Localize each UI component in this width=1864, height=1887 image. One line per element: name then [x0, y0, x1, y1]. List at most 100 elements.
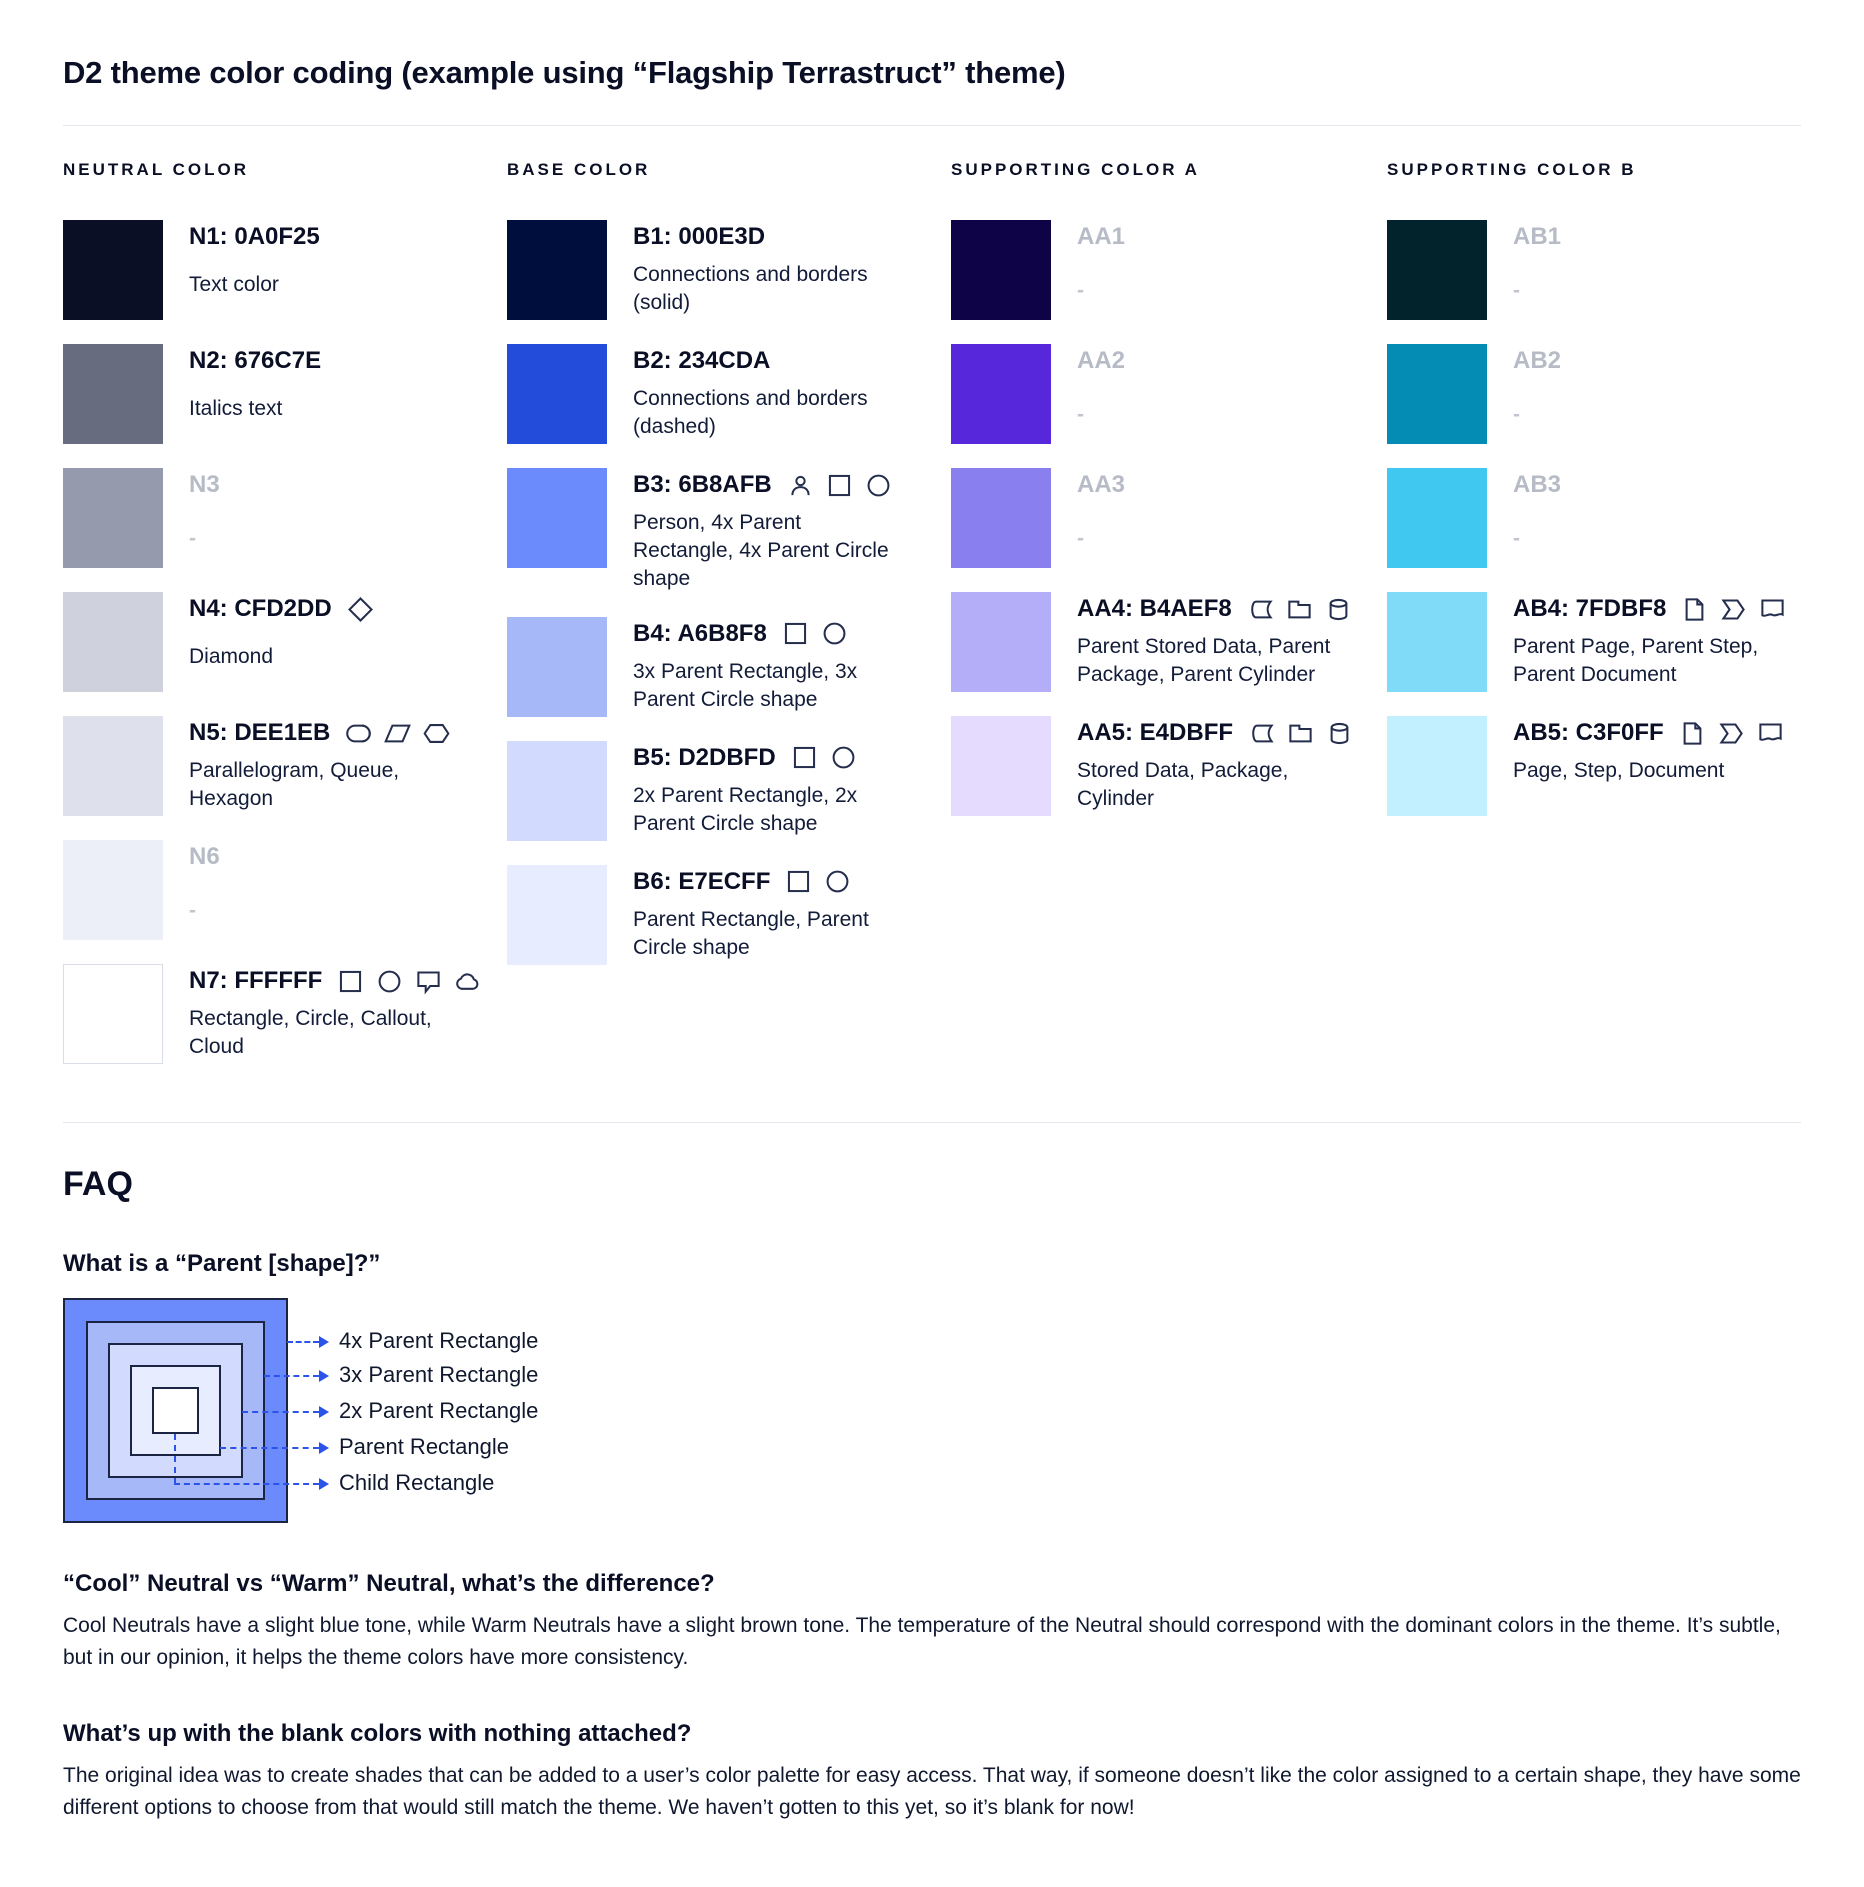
color-label: B4: A6B8F8	[633, 619, 767, 647]
color-swatch	[951, 716, 1051, 816]
stored-data-icon	[1250, 600, 1273, 618]
circle-icon	[832, 746, 855, 769]
column-header: SUPPORTING COLOR A	[951, 160, 1200, 179]
color-info: B2: 234CDA Connections and borders (dashe…	[633, 344, 905, 444]
shape-icons	[787, 472, 892, 499]
palette-column: NEUTRAL COLOR N1: 0A0F25 Text color N2: 676…	[63, 160, 507, 1088]
color-description: -	[1513, 403, 1520, 426]
color-label: AA2	[1077, 347, 1126, 374]
color-description: -	[1077, 527, 1084, 550]
circle-icon	[867, 474, 890, 496]
faq-divider	[63, 1122, 1801, 1123]
column-header: NEUTRAL COLOR	[63, 160, 250, 179]
parallelogram-icon	[384, 724, 412, 742]
color-label: N6	[189, 843, 220, 870]
color-row: AA3 -	[951, 468, 1387, 568]
color-description: Parent Page, Parent Step, Parent Documen…	[1513, 635, 1759, 686]
diagram-connector	[242, 1411, 319, 1413]
diagram-label: Parent Rectangle	[339, 1434, 509, 1459]
color-row: B3: 6B8AFB Person, 4x Parent Rectangle, 4…	[507, 468, 951, 593]
parent-shape-diagram: 4x Parent Rectangle 3x Parent Rectangle 2x…	[63, 1298, 883, 1524]
circle-icon	[826, 870, 849, 893]
color-row: N4: CFD2DD Diamond	[63, 592, 507, 692]
color-description: Diamond	[189, 645, 274, 668]
shape-icons	[337, 968, 481, 995]
diagram-connector	[264, 1375, 319, 1377]
color-row: AA2 -	[951, 344, 1387, 444]
color-info: AB4: 7FDBF8 Parent Page, Parent Step, Par…	[1513, 592, 1785, 692]
color-info: N2: 676C7E Italics text	[189, 344, 321, 444]
queue-icon	[346, 724, 372, 742]
color-label: B2: 234CDA	[633, 347, 771, 374]
color-info: AA3 -	[1077, 468, 1125, 568]
shape-icons	[1679, 720, 1784, 747]
diagram-connector	[174, 1483, 319, 1485]
package-icon	[1289, 724, 1312, 742]
color-row: B2: 234CDA Connections and borders (dashe…	[507, 344, 951, 444]
color-label: AB2	[1513, 347, 1562, 374]
color-swatch	[507, 220, 607, 320]
color-info: AB2 -	[1513, 344, 1561, 444]
color-info: B4: A6B8F8 3x Parent Rectangle, 3x Parent…	[633, 617, 905, 717]
diagram-connector	[287, 1341, 319, 1343]
faq-answer-blank-colors: The original idea was to create shades t…	[63, 1763, 1801, 1819]
stored-data-icon	[1252, 724, 1274, 742]
callout-icon	[417, 970, 440, 995]
color-info: N1: 0A0F25 Text color	[189, 220, 320, 320]
color-info: B3: 6B8AFB Person, 4x Parent Rectangle, 4…	[633, 468, 905, 593]
color-swatch	[507, 864, 607, 965]
color-label: N3	[189, 471, 220, 498]
color-swatch	[951, 344, 1051, 444]
page-icon	[1683, 721, 1702, 745]
color-label: B6: E7ECFF	[633, 867, 771, 895]
color-swatch	[507, 344, 607, 444]
rectangle-icon	[793, 747, 815, 769]
color-swatch	[951, 468, 1051, 568]
color-row: N5: DEE1EB Parallelogram, Queue, Hexagon	[63, 716, 507, 816]
color-info: B1: 000E3D Connections and borders (solid…	[633, 220, 905, 320]
color-swatch	[63, 344, 163, 444]
color-label: N4: CFD2DD	[189, 595, 332, 622]
top-divider	[63, 125, 1801, 126]
color-row: N2: 676C7E Italics text	[63, 344, 507, 444]
package-icon	[1288, 600, 1311, 618]
color-row: N6 -	[63, 840, 507, 940]
document-icon	[1759, 722, 1782, 741]
color-description: -	[1513, 279, 1520, 302]
circle-icon	[823, 622, 846, 645]
diagram-arrow	[319, 1406, 329, 1418]
color-row: N3 -	[63, 468, 507, 568]
color-label: B3: 6B8AFB	[633, 471, 772, 498]
shape-icons	[1681, 596, 1786, 623]
color-description: Person, 4x Parent Rectangle, 4x Parent C…	[633, 511, 889, 590]
rectangle-icon	[828, 474, 850, 496]
page-icon	[1685, 597, 1704, 621]
color-label: B1: 000E3D	[633, 223, 766, 250]
color-row: AB4: 7FDBF8 Parent Page, Parent Step, Par…	[1387, 592, 1801, 692]
color-description: -	[189, 899, 196, 922]
faq-answer-cool-vs-warm: Cool Neutrals have a slight blue tone, w…	[63, 1614, 1781, 1669]
shape-icons	[782, 620, 848, 647]
color-description: -	[1077, 403, 1084, 426]
shape-icons	[791, 744, 857, 771]
color-swatch	[507, 468, 607, 568]
diagram-connector	[174, 1434, 176, 1484]
color-swatch	[1387, 468, 1487, 568]
cylinder-icon	[1330, 722, 1349, 744]
color-label: N2: 676C7E	[189, 347, 322, 374]
color-label: B5: D2DBFD	[633, 743, 776, 771]
color-info: AA2 -	[1077, 344, 1125, 444]
shape-icons	[347, 596, 374, 623]
person-icon	[791, 475, 810, 495]
color-swatch	[63, 964, 163, 1064]
color-swatch	[63, 220, 163, 320]
diagram-label: 3x Parent Rectangle	[339, 1362, 539, 1387]
step-icon	[1721, 598, 1746, 620]
color-row: AB2 -	[1387, 344, 1801, 444]
color-description: 3x Parent Rectangle, 3x Parent Circle sh…	[633, 659, 858, 711]
cloud-icon	[456, 972, 479, 990]
color-info: B5: D2DBFD 2x Parent Rectangle, 2x Parent…	[633, 741, 905, 841]
diagram-label: 4x Parent Rectangle	[339, 1328, 539, 1353]
color-info: N5: DEE1EB Parallelogram, Queue, Hexagon	[189, 716, 461, 816]
color-label: N5: DEE1EB	[189, 719, 331, 746]
